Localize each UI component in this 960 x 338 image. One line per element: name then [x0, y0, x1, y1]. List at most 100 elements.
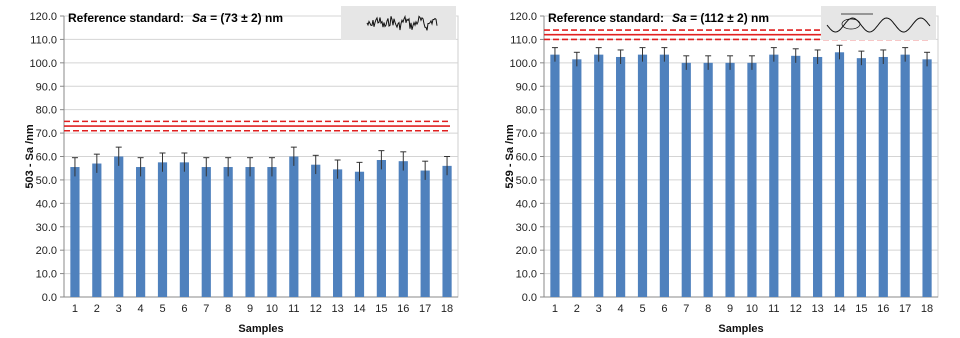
bar-sample-11 [289, 156, 299, 297]
bar-sample-15 [856, 58, 866, 298]
bar-sample-5 [157, 162, 168, 297]
bar-sample-10 [747, 62, 757, 298]
y-tick-label: 70.0 [516, 128, 537, 140]
y-tick-label: 50.0 [516, 175, 537, 187]
bar-sample-4 [136, 167, 146, 297]
sa-529-chart: 0.0 10.0 20.0 30.0 40.0 50.0 60.0 70.0 80.0 90.0 1… [504, 6, 939, 335]
error-bar [858, 50, 865, 66]
sa-503-chart: 0.0 10.0 20.0 30.0 40.0 50.0 60.0 70.0 80.0 90.0 1… [24, 6, 459, 335]
x-tick-label: 11 [768, 303, 779, 315]
reference-label-value: = (112 ± 2) nm [687, 11, 769, 25]
x-tick-label: 4 [138, 303, 144, 315]
bar-sample-18 [442, 165, 452, 297]
x-tick-label: 17 [419, 303, 431, 315]
y-tick-label: 60.0 [36, 152, 57, 164]
surface-profile-thumbnail [341, 6, 456, 40]
bar-sample-3 [594, 54, 604, 298]
reference-label-prefix: Reference standard: [68, 11, 184, 25]
y-tick-label: 0.0 [42, 292, 57, 304]
bar-sample-9 [725, 62, 735, 298]
error-bar [115, 146, 122, 166]
y-tick-label: 60.0 [516, 152, 537, 164]
error-bar [290, 146, 297, 166]
bar-sample-3 [114, 156, 124, 297]
bar-sample-18 [922, 59, 932, 298]
bar-sample-16 [398, 161, 408, 297]
error-bar [400, 151, 407, 171]
chart-panel-503: 0.0 10.0 20.0 30.0 40.0 50.0 60.0 70.0 80.0 90.0 1… [24, 6, 459, 335]
x-tick-label: 13 [811, 303, 823, 315]
error-bar [617, 49, 624, 65]
bar-sample-2 [572, 59, 582, 298]
reference-label: Reference standard: Sa = (112 ± 2) nm [548, 11, 769, 25]
reference-label-symbol: Sa [192, 11, 207, 25]
y-tick-label: 120.0 [509, 11, 537, 23]
y-tick-label: 50.0 [36, 175, 57, 187]
x-tick-label: 11 [288, 303, 299, 315]
bar-sample-17 [420, 170, 430, 297]
y-tick-label: 30.0 [516, 222, 537, 234]
error-bar [705, 55, 712, 70]
bar-sample-14 [354, 171, 365, 297]
chart-panel-529: 0.0 10.0 20.0 30.0 40.0 50.0 60.0 70.0 80.0 90.0 1… [480, 0, 960, 338]
reference-label: Reference standard: Sa = (73 ± 2) nm [68, 11, 283, 25]
bar-sample-1 [70, 167, 80, 297]
y-tick-label: 90.0 [36, 81, 57, 93]
y-tick-label: 100.0 [509, 58, 537, 70]
y-tick-label: 10.0 [516, 269, 537, 281]
bar-sample-4 [616, 56, 626, 297]
error-bar [551, 47, 558, 62]
y-tick-label: 110.0 [30, 34, 57, 46]
x-tick-label: 15 [855, 303, 867, 315]
x-tick-label: 12 [790, 303, 802, 315]
reference-label-symbol: Sa [672, 11, 687, 25]
error-bar [247, 157, 254, 177]
x-tick-label: 8 [225, 303, 231, 315]
y-tick-label: 40.0 [36, 198, 57, 210]
x-tick-label: 1 [72, 303, 78, 315]
y-tick-label: 90.0 [516, 81, 537, 93]
x-tick-label: 9 [727, 303, 733, 315]
bar-sample-6 [659, 54, 669, 298]
bar-sample-13 [333, 169, 343, 297]
amplitude-marker-icon [841, 18, 861, 30]
x-tick-label: 7 [683, 303, 689, 315]
error-bar [770, 47, 777, 62]
bar-sample-12 [311, 164, 321, 297]
error-bar [137, 157, 144, 177]
x-tick-label: 6 [181, 303, 187, 315]
x-tick-label: 5 [159, 303, 165, 315]
error-bar [71, 157, 78, 177]
error-bar [748, 55, 755, 70]
x-tick-label: 10 [266, 303, 278, 315]
y-tick-label: 120.0 [29, 11, 57, 23]
bar-sample-14 [834, 52, 845, 297]
profile-sine-icon [826, 17, 931, 33]
error-bar [334, 159, 341, 179]
error-bar [444, 156, 451, 176]
y-tick-label: 110.0 [510, 34, 537, 46]
error-bar [378, 150, 385, 170]
bar-sample-12 [791, 55, 801, 297]
x-tick-label: 3 [116, 303, 122, 315]
x-tick-label: 5 [639, 303, 645, 315]
error-bar [203, 157, 210, 177]
bar-sample-11 [769, 54, 779, 298]
y-tick-label: 40.0 [516, 198, 537, 210]
error-bar [661, 47, 668, 62]
y-tick-label: 10.0 [36, 269, 57, 281]
x-tick-label: 9 [247, 303, 253, 315]
error-bar [836, 44, 843, 60]
x-tick-label: 16 [877, 303, 889, 315]
bar-sample-7 [681, 62, 691, 298]
bar-sample-6 [179, 162, 189, 297]
y-axis-title: 529 - Sa /nm [504, 124, 516, 188]
reference-label-prefix: Reference standard: [548, 11, 664, 25]
error-bar [924, 51, 931, 67]
bar-sample-17 [900, 54, 910, 298]
x-tick-label: 12 [310, 303, 322, 315]
x-tick-label: 18 [441, 303, 453, 315]
bar-sample-5 [637, 54, 648, 298]
y-tick-label: 80.0 [36, 105, 57, 117]
x-tick-label: 10 [746, 303, 758, 315]
